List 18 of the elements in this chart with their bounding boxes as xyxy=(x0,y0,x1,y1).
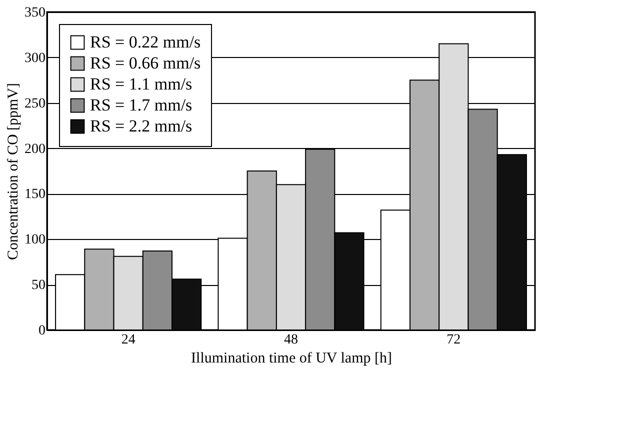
y-tick-label: 300 xyxy=(24,50,46,66)
y-tick-label: 100 xyxy=(24,232,46,248)
y-tick-label: 250 xyxy=(24,96,46,112)
y-tick-label: 150 xyxy=(24,187,46,202)
x-tick-label: 72 xyxy=(446,332,461,348)
x-tick-label: 48 xyxy=(284,332,298,348)
y-tick-label: 350 xyxy=(24,6,46,20)
y-axis-title: Concentration of CO [ppmV] xyxy=(6,82,22,260)
x-tick-label: 24 xyxy=(121,332,136,348)
legend-label: RS = 1.7 mm/s xyxy=(90,96,192,114)
legend-label: RS = 2.2 mm/s xyxy=(90,116,192,136)
y-tick-label: 200 xyxy=(24,142,46,157)
y-tick-label: 50 xyxy=(32,278,46,294)
legend-label: RS = 0.66 mm/s xyxy=(90,54,201,72)
x-axis-title: Illumination time of UV lamp [h] xyxy=(191,350,392,366)
y-tick-label: 0 xyxy=(38,324,46,338)
legend-label: RS = 1.1 mm/s xyxy=(90,74,192,94)
legend-label: RS = 0.22 mm/s xyxy=(90,32,201,52)
